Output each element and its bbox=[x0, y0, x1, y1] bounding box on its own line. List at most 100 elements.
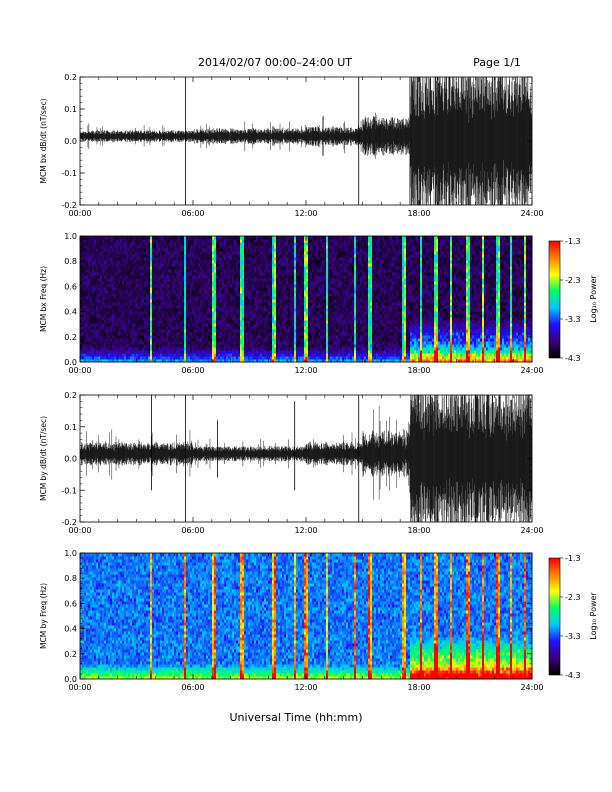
heatmap-cell bbox=[84, 320, 87, 324]
heatmap-cell bbox=[182, 272, 185, 276]
heatmap-cell bbox=[228, 269, 231, 273]
heatmap-cell bbox=[82, 296, 85, 300]
heatmap-cell bbox=[278, 341, 281, 345]
heatmap-cell bbox=[90, 359, 93, 363]
heatmap-cell bbox=[286, 263, 289, 267]
heatmap-cell bbox=[290, 269, 293, 273]
heatmap-cell bbox=[124, 359, 127, 363]
heatmap-cell bbox=[94, 359, 97, 363]
heatmap-cell bbox=[214, 335, 217, 339]
heatmap-cell bbox=[104, 335, 107, 339]
heatmap-cell bbox=[236, 260, 239, 264]
heatmap-cell bbox=[140, 329, 143, 333]
heatmap-cell bbox=[186, 275, 189, 279]
heatmap-cell bbox=[110, 311, 113, 315]
heatmap-cell bbox=[218, 284, 221, 288]
heatmap-cell bbox=[88, 248, 91, 252]
heatmap-cell bbox=[294, 338, 297, 342]
heatmap-cell bbox=[114, 290, 117, 294]
heatmap-cell bbox=[148, 242, 151, 246]
heatmap-cell bbox=[110, 335, 113, 339]
heatmap-cell bbox=[112, 302, 115, 306]
heatmap-cell bbox=[254, 335, 257, 339]
heatmap-cell bbox=[220, 302, 223, 306]
x-tick-label: 18:00 bbox=[407, 209, 430, 218]
heatmap-cell bbox=[260, 335, 263, 339]
heatmap-cell bbox=[102, 272, 105, 276]
heatmap-cell bbox=[286, 311, 289, 315]
heatmap-cell bbox=[252, 305, 255, 309]
heatmap-cell bbox=[200, 329, 203, 333]
heatmap-cell bbox=[250, 320, 253, 324]
heatmap-cell bbox=[138, 329, 141, 333]
heatmap-cell bbox=[254, 302, 257, 306]
heatmap-cell bbox=[310, 266, 313, 270]
heatmap-cell bbox=[182, 257, 185, 261]
heatmap-cell bbox=[296, 269, 299, 273]
heatmap-cell bbox=[168, 263, 171, 267]
heatmap-cell bbox=[212, 281, 215, 285]
heatmap-cell bbox=[288, 266, 291, 270]
heatmap-cell bbox=[212, 335, 215, 339]
heatmap-cell bbox=[296, 263, 299, 267]
heatmap-cell bbox=[278, 353, 281, 357]
heatmap-cell bbox=[310, 323, 313, 327]
heatmap-cell bbox=[242, 335, 245, 339]
heatmap-cell bbox=[290, 317, 293, 321]
heatmap-cell bbox=[272, 308, 275, 312]
heatmap-cell bbox=[196, 296, 199, 300]
heatmap-cell bbox=[90, 287, 93, 291]
x-tick-label: 12:00 bbox=[294, 209, 317, 218]
heatmap-cell bbox=[122, 323, 125, 327]
heatmap-cell bbox=[188, 293, 191, 297]
heatmap-cell bbox=[286, 335, 289, 339]
heatmap-cell bbox=[108, 350, 111, 354]
heatmap-cell bbox=[274, 353, 277, 357]
heatmap-cell bbox=[156, 296, 159, 300]
heatmap-cell bbox=[244, 257, 247, 261]
heatmap-cell bbox=[124, 260, 127, 264]
heatmap-cell bbox=[158, 347, 161, 351]
heatmap-cell bbox=[108, 299, 111, 303]
heatmap-cell bbox=[162, 272, 165, 276]
heatmap-cell bbox=[176, 353, 179, 357]
heatmap-cell bbox=[230, 302, 233, 306]
heatmap-cell bbox=[276, 245, 279, 249]
heatmap-cell bbox=[144, 296, 147, 300]
heatmap-cell bbox=[146, 293, 149, 297]
heatmap-cell bbox=[138, 287, 141, 291]
heatmap-cell bbox=[284, 299, 287, 303]
heatmap-cell bbox=[178, 287, 181, 291]
heatmap-cell bbox=[292, 323, 295, 327]
heatmap-cell bbox=[228, 266, 231, 270]
heatmap-cell bbox=[256, 296, 259, 300]
heatmap-cell bbox=[270, 257, 273, 261]
heatmap-cell bbox=[166, 302, 169, 306]
heatmap-cell bbox=[304, 332, 307, 336]
heatmap-cell bbox=[188, 275, 191, 279]
heatmap-cell bbox=[152, 248, 155, 252]
heatmap-cell bbox=[96, 305, 99, 309]
heatmap-cell bbox=[258, 269, 261, 273]
heatmap-cell bbox=[156, 332, 159, 336]
heatmap-cell bbox=[130, 251, 133, 255]
heatmap-cell bbox=[150, 275, 153, 279]
heatmap-cell bbox=[290, 353, 293, 357]
heatmap-cell bbox=[300, 260, 303, 264]
heatmap-cell bbox=[94, 269, 97, 273]
heatmap-cell bbox=[270, 320, 273, 324]
heatmap-cell bbox=[274, 344, 277, 348]
heatmap-cell bbox=[138, 338, 141, 342]
heatmap-cell bbox=[288, 239, 291, 243]
heatmap-cell bbox=[118, 236, 121, 240]
heatmap-cell bbox=[244, 239, 247, 243]
heatmap-cell bbox=[140, 257, 143, 261]
heatmap-cell bbox=[146, 287, 149, 291]
heatmap-cell bbox=[194, 275, 197, 279]
heatmap-cell bbox=[212, 314, 215, 318]
heatmap-cell bbox=[250, 329, 253, 333]
heatmap-cell bbox=[226, 257, 229, 261]
heatmap-cell bbox=[82, 236, 85, 240]
heatmap-cell bbox=[248, 293, 251, 297]
heatmap-cell bbox=[252, 287, 255, 291]
